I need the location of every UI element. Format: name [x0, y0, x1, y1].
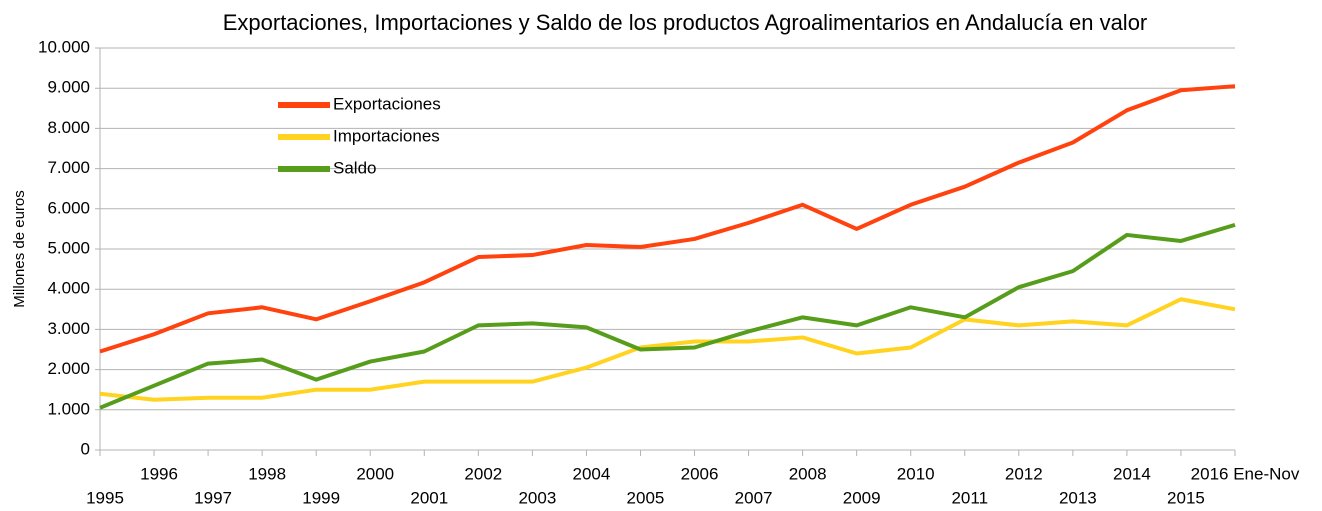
x-tick-label: 2002: [464, 464, 502, 483]
y-tick-label: 5.000: [47, 238, 90, 257]
x-tick-label: 2001: [410, 488, 448, 507]
x-tick-label: 2012: [1005, 464, 1043, 483]
y-tick-label: 10.000: [38, 37, 90, 56]
x-tick-label: 2007: [735, 488, 773, 507]
legend-label: Importaciones: [333, 126, 440, 145]
x-tick-label: 2008: [789, 464, 827, 483]
x-tick-label: 2010: [897, 464, 935, 483]
x-tick-label: 2009: [843, 488, 881, 507]
y-tick-label: 1.000: [47, 399, 90, 418]
chart-title: Exportaciones, Importaciones y Saldo de …: [223, 10, 1148, 35]
legend-label: Saldo: [333, 158, 376, 177]
y-tick-label: 2.000: [47, 359, 90, 378]
x-tick-label: 2003: [518, 488, 556, 507]
line-series: [99, 297, 1236, 402]
x-tick-label: 2014: [1113, 464, 1151, 483]
x-tick-label: 2015: [1167, 488, 1205, 507]
line-series: [99, 84, 1236, 354]
x-tick-label: 2004: [573, 464, 611, 483]
x-tick-label: 1997: [194, 488, 232, 507]
x-tick-label: 1999: [302, 488, 340, 507]
y-tick-label: 9.000: [47, 78, 90, 97]
x-tick-label: 1995: [86, 488, 124, 507]
y-tick-label: 0: [81, 439, 90, 458]
y-tick-label: 8.000: [47, 118, 90, 137]
y-axis-label: Millones de euros: [11, 190, 28, 308]
x-tick-label: 2013: [1059, 488, 1097, 507]
x-tick-label: 2000: [356, 464, 394, 483]
y-tick-label: 3.000: [47, 319, 90, 338]
x-tick-label: 2005: [627, 488, 665, 507]
y-tick-label: 7.000: [47, 158, 90, 177]
line-series: [99, 222, 1236, 410]
x-tick-label: 2006: [681, 464, 719, 483]
y-tick-label: 4.000: [47, 279, 90, 298]
x-tick-label: 1998: [248, 464, 286, 483]
y-tick-label: 6.000: [47, 198, 90, 217]
x-tick-label: 2011: [951, 488, 988, 507]
x-tick-label: 2016 Ene-Nov: [1191, 464, 1300, 483]
x-tick-label: 1996: [140, 464, 178, 483]
legend-label: Exportaciones: [333, 94, 441, 113]
